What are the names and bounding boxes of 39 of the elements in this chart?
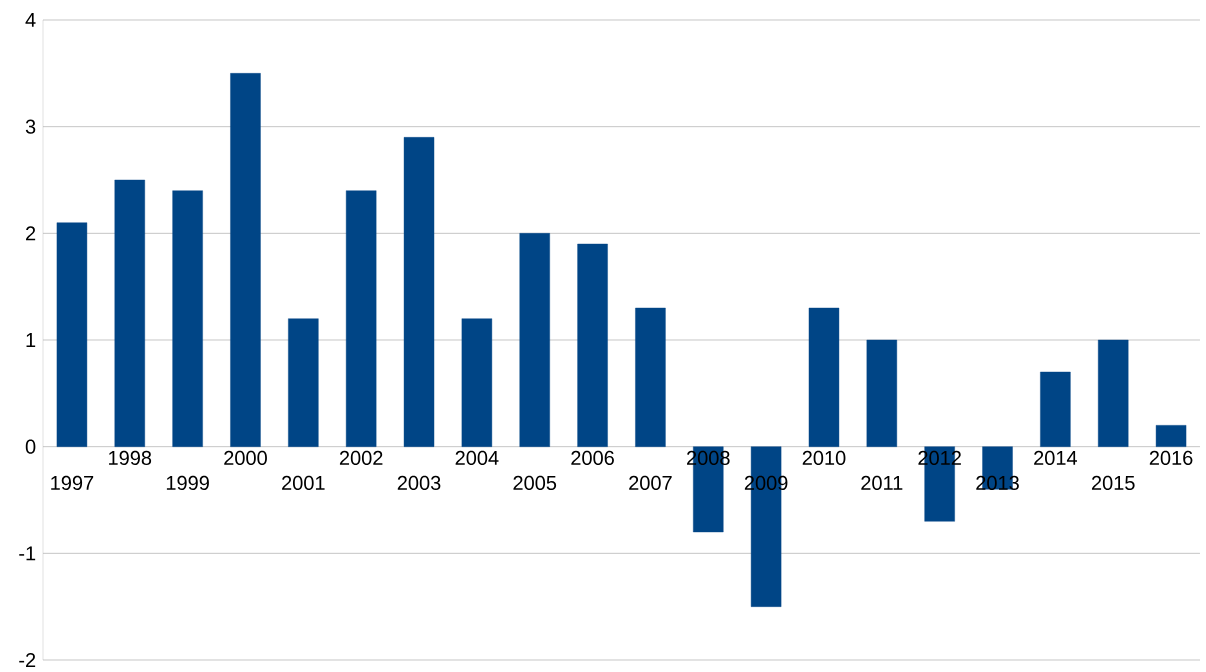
- y-tick-label: -2: [19, 653, 36, 667]
- bar: [172, 190, 203, 447]
- y-tick-label: 1: [26, 333, 36, 347]
- x-tick-label: 2005: [513, 475, 557, 491]
- x-tick-label: 1998: [109, 450, 152, 466]
- bar: [1155, 425, 1187, 447]
- x-tick-label: 2011: [861, 475, 903, 491]
- x-tick-label: 2002: [339, 450, 383, 466]
- y-tick-label: 2: [26, 226, 36, 241]
- y-tick-label: -1: [19, 546, 36, 561]
- x-tick-label: 2004: [455, 450, 499, 466]
- bar: [288, 318, 319, 447]
- bar: [866, 339, 898, 447]
- bar: [114, 179, 145, 447]
- x-tick-label: 2016: [1149, 450, 1193, 466]
- x-tick-label: 1999: [166, 475, 209, 491]
- bar: [56, 222, 88, 447]
- x-tick-label: 2000: [224, 450, 267, 466]
- bar: [635, 307, 666, 447]
- bar: [403, 137, 435, 447]
- bar: [230, 73, 261, 447]
- bar: [1098, 339, 1129, 447]
- bar: [461, 318, 493, 447]
- x-tick-label: 2010: [802, 450, 846, 466]
- x-tick-label: 2003: [397, 475, 441, 491]
- y-tick-label: 0: [25, 439, 36, 454]
- y-tick-label: 3: [25, 119, 36, 134]
- bar: [519, 233, 550, 447]
- x-tick-label: 2007: [629, 475, 672, 491]
- x-tick-label: 2015: [1091, 475, 1135, 491]
- x-tick-label: 2006: [571, 450, 614, 466]
- bar: [345, 190, 377, 447]
- bar: [577, 243, 608, 447]
- x-tick-label: 1997: [51, 475, 94, 491]
- y-tick-label: 4: [25, 13, 36, 27]
- bar: [1040, 371, 1071, 447]
- x-tick-label: 2001: [282, 475, 325, 491]
- x-tick-label: 2014: [1034, 450, 1078, 466]
- bar: [808, 307, 840, 447]
